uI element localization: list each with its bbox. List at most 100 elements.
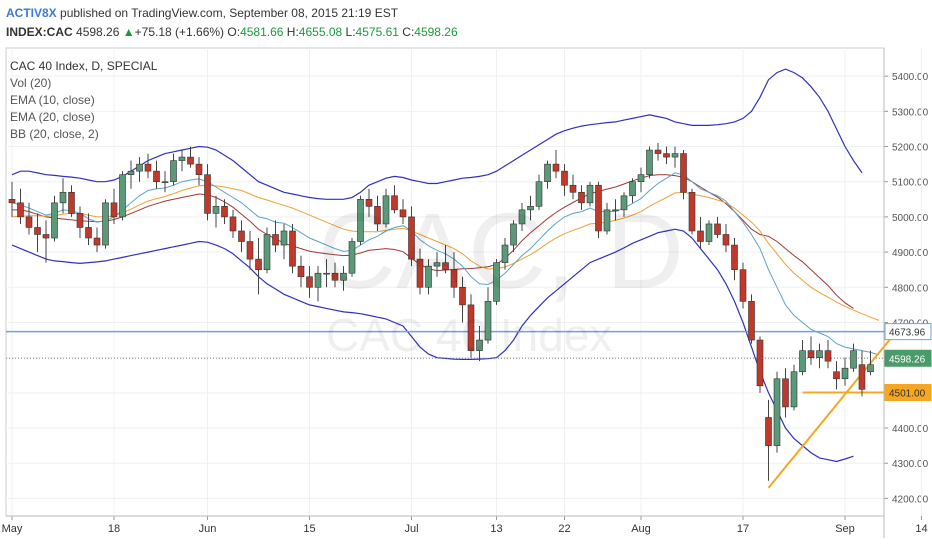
candle [170, 153, 177, 186]
candle-body [841, 367, 849, 380]
candle [544, 160, 551, 189]
x-tick-label: Jul [404, 523, 418, 535]
candle [824, 340, 832, 369]
candle-body [578, 191, 585, 204]
low-label: L: [345, 25, 356, 39]
candle [637, 167, 645, 193]
author-link[interactable]: ACTIV8X [6, 6, 57, 20]
x-tick-label: 14 [915, 523, 927, 535]
candle-body [136, 163, 143, 172]
candle-body [467, 304, 475, 351]
published-line: ACTIV8X published on TradingView.com, Se… [6, 6, 398, 20]
candle [646, 146, 653, 179]
candle [263, 227, 271, 274]
candle-body [561, 170, 568, 186]
candle [416, 248, 424, 295]
candle [119, 171, 126, 221]
candle [246, 230, 254, 270]
candle [459, 276, 466, 323]
candle [731, 238, 738, 281]
candle-body [280, 230, 288, 246]
candle [127, 160, 135, 189]
candle-body [620, 195, 628, 211]
y-tick-label: 4300.00 [892, 459, 929, 470]
candle [59, 178, 67, 214]
candle [399, 199, 407, 224]
candle-body [382, 195, 390, 225]
candle [688, 188, 696, 235]
legend-item-bb[interactable]: BB (20, close, 2) [10, 127, 99, 141]
candle [374, 195, 381, 231]
candle-body [204, 174, 211, 214]
candle [578, 185, 585, 210]
price-label-box [884, 383, 932, 401]
legend-item-ema20[interactable]: EMA (20, close) [10, 110, 95, 124]
candle [756, 336, 764, 393]
last-price: 4598.26 [76, 25, 120, 39]
candle-body [637, 174, 645, 183]
legend-item-ema10[interactable]: EMA (10, close) [10, 93, 95, 107]
candle-body [527, 206, 534, 211]
trendline [767, 331, 897, 489]
candle-body [238, 230, 245, 242]
candle [136, 157, 143, 182]
candle-body [484, 301, 492, 341]
candle-body [501, 244, 509, 263]
candle-body [76, 213, 84, 228]
candle [552, 150, 560, 179]
candle-body [416, 258, 424, 288]
candle-body [688, 191, 696, 232]
candle-body [569, 184, 577, 193]
candle [110, 188, 118, 224]
x-tick-label: 17 [737, 523, 749, 535]
x-tick-label: 22 [558, 523, 570, 535]
x-tick-label: 15 [303, 523, 315, 535]
candle-body [722, 234, 730, 246]
candle-body [756, 339, 764, 387]
candle-body [391, 195, 398, 211]
candle [187, 146, 194, 168]
y-tick-label: 4200.00 [892, 494, 929, 505]
candle-body [731, 244, 738, 270]
candle-body [255, 258, 262, 270]
candle-body [93, 237, 101, 246]
candle [382, 188, 390, 228]
candle-body [765, 417, 772, 446]
candle [348, 238, 356, 277]
candle-body [595, 184, 602, 232]
candle-body [476, 339, 483, 351]
candle [102, 199, 109, 249]
candle [714, 216, 721, 239]
candle [569, 174, 577, 200]
change: +75.18 (+1.66%) [134, 25, 225, 39]
candle-body [331, 272, 339, 281]
candle [663, 146, 670, 165]
high-value: 4655.08 [298, 25, 343, 39]
candle-body [858, 364, 866, 390]
candle-body [748, 301, 755, 341]
candle [340, 266, 347, 291]
candle [314, 266, 322, 302]
close-label: C: [402, 25, 415, 39]
legend-title[interactable]: CAC 40 Index, D, SPECIAL [10, 59, 158, 73]
candle [289, 223, 296, 274]
candle [93, 227, 101, 253]
candle [255, 238, 262, 295]
candle-body [425, 265, 432, 288]
candle [484, 287, 492, 344]
candle-body [170, 160, 177, 183]
legend-item-vol[interactable]: Vol (20) [10, 76, 52, 90]
candle [833, 361, 840, 390]
candle-body [654, 149, 662, 154]
high-label: H: [286, 25, 299, 39]
symbol: INDEX:CAC [6, 25, 73, 39]
candle-body [510, 223, 517, 246]
candle-body [127, 170, 135, 175]
candle [323, 259, 330, 288]
candle-body [25, 216, 33, 228]
candle-body [399, 209, 407, 218]
x-tick-label: Aug [631, 523, 651, 535]
candle-body [816, 350, 823, 358]
price-chart[interactable]: 4200.004300.004400.004500.004600.004700.… [0, 44, 932, 550]
x-tick-label: Jun [199, 523, 217, 535]
